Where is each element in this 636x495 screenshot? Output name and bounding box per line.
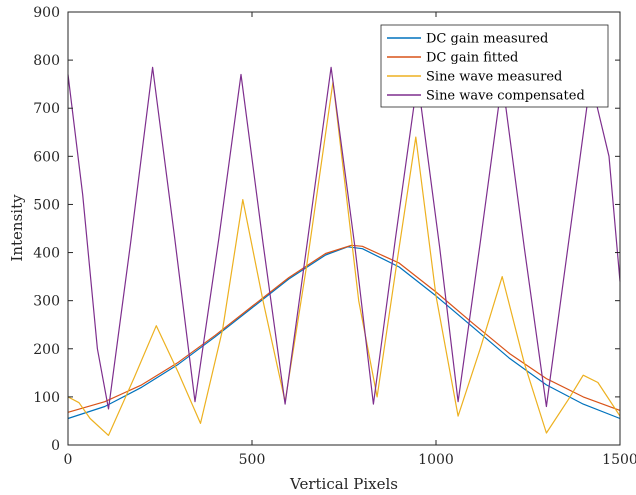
x-tick-label: 500 <box>239 452 266 468</box>
legend: DC gain measured DC gain fitted Sine wave … <box>380 24 609 108</box>
y-tick-label: 0 <box>51 438 60 454</box>
x-tick-label: 0 <box>64 452 73 468</box>
y-axis-label: Intensity <box>8 194 26 262</box>
legend-entry-label: DC gain fitted <box>426 51 518 66</box>
series-line-3 <box>67 81 621 436</box>
y-tick-label: 900 <box>33 5 60 21</box>
legend-entry-label: Sine wave measured <box>426 70 562 85</box>
plot-area-frame <box>67 11 621 446</box>
series-line-2 <box>67 244 621 413</box>
x-axis-label: Vertical Pixels <box>289 475 398 493</box>
y-tick-label: 200 <box>33 342 60 358</box>
x-tick-label: 1000 <box>418 452 454 468</box>
series-line-4 <box>67 66 621 410</box>
y-tick-label: 700 <box>33 101 60 117</box>
legend-entry-label: DC gain measured <box>426 32 548 47</box>
x-tick-label: 1500 <box>602 452 636 468</box>
plot-lines <box>67 66 621 436</box>
axis-ticks: 0 500 1000 1500 0 100 200 300 400 500 600 700 800 900 <box>33 5 636 468</box>
y-tick-label: 400 <box>33 246 60 262</box>
y-tick-label: 500 <box>33 197 60 213</box>
y-tick-label: 300 <box>33 294 60 310</box>
y-tick-label: 600 <box>33 149 60 165</box>
y-tick-label: 800 <box>33 53 60 69</box>
legend-entry-label: Sine wave compensated <box>426 89 585 104</box>
y-tick-label: 100 <box>33 390 60 406</box>
